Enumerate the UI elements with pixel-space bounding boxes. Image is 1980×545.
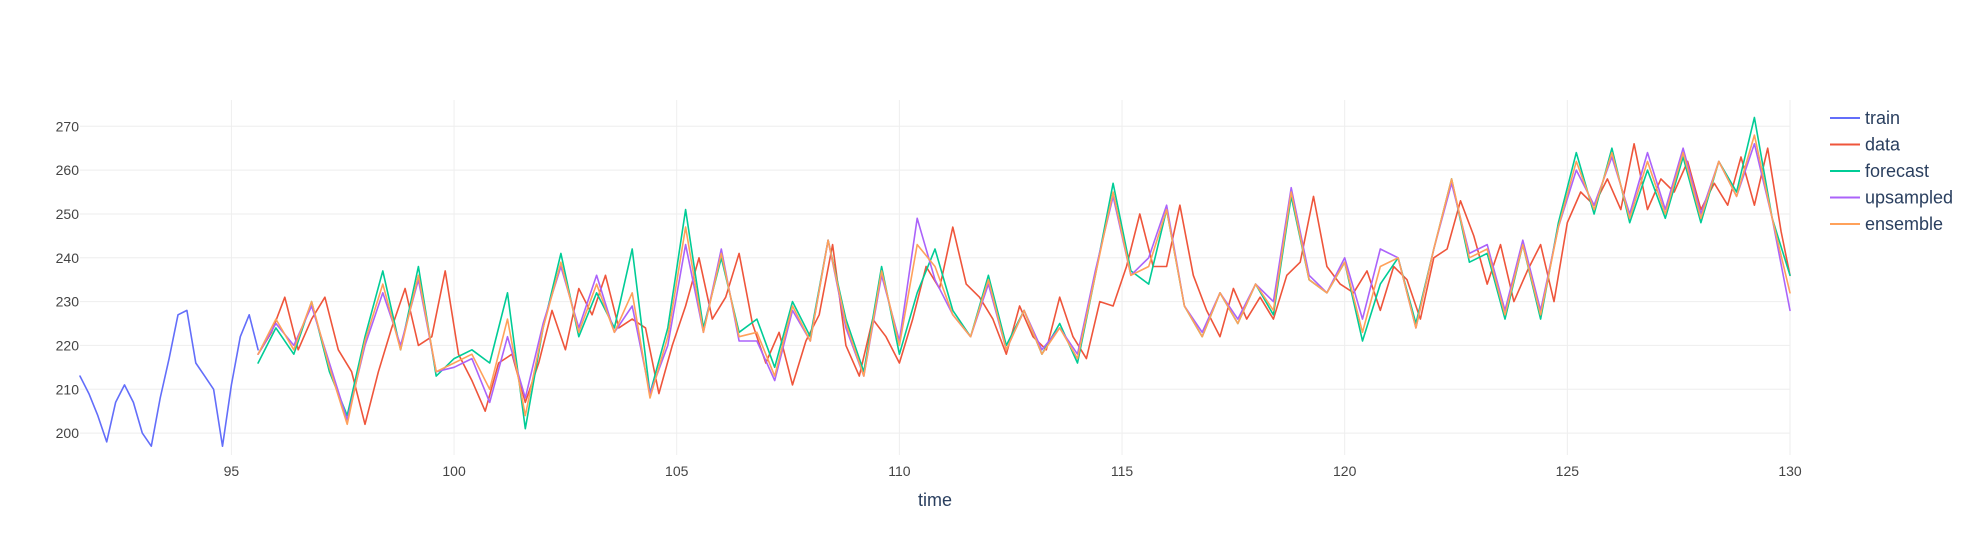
x-tick-label: 110: [888, 463, 911, 479]
series-line-forecast[interactable]: [257, 116, 1791, 430]
legend-label: upsampled: [1865, 188, 1953, 208]
series-line-ensemble[interactable]: [257, 134, 1791, 426]
x-tick-label: 100: [442, 463, 466, 479]
series-line-data[interactable]: [257, 143, 1791, 426]
x-tick-label: 95: [224, 463, 240, 479]
x-tick-label: 115: [1111, 463, 1134, 479]
legend-item-train[interactable]: train: [1830, 108, 1900, 128]
y-tick-label: 260: [56, 162, 80, 178]
x-tick-label: 105: [665, 463, 689, 479]
plot-area[interactable]: [79, 116, 1791, 447]
legend-item-ensemble[interactable]: ensemble: [1830, 214, 1943, 234]
legend-item-forecast[interactable]: forecast: [1830, 161, 1929, 181]
legend-label: data: [1865, 135, 1901, 155]
x-tick-label: 130: [1778, 463, 1802, 479]
x-tick-label: 125: [1556, 463, 1580, 479]
y-axis-ticks: 200 210 220 230 240 250 260 270: [56, 118, 80, 441]
y-tick-label: 270: [56, 118, 80, 134]
y-tick-label: 230: [56, 294, 80, 310]
legend-item-upsampled[interactable]: upsampled: [1830, 188, 1953, 208]
y-tick-label: 240: [56, 250, 80, 266]
y-tick-label: 220: [56, 337, 80, 353]
y-tick-label: 200: [56, 425, 80, 441]
x-axis-ticks: 95 100 105 110 115 120 125 130: [224, 463, 1802, 479]
legend-item-data[interactable]: data: [1830, 135, 1901, 155]
x-axis-title: time: [918, 490, 952, 510]
legend-label: ensemble: [1865, 214, 1943, 234]
x-tick-label: 120: [1333, 463, 1357, 479]
series-line-upsampled[interactable]: [257, 143, 1791, 421]
y-tick-label: 210: [56, 381, 80, 397]
legend-label: train: [1865, 108, 1900, 128]
series-line-train[interactable]: [79, 309, 259, 447]
legend-label: forecast: [1865, 161, 1929, 181]
y-tick-label: 250: [56, 206, 80, 222]
legend[interactable]: train data forecast upsampled ensemble: [1830, 108, 1953, 234]
